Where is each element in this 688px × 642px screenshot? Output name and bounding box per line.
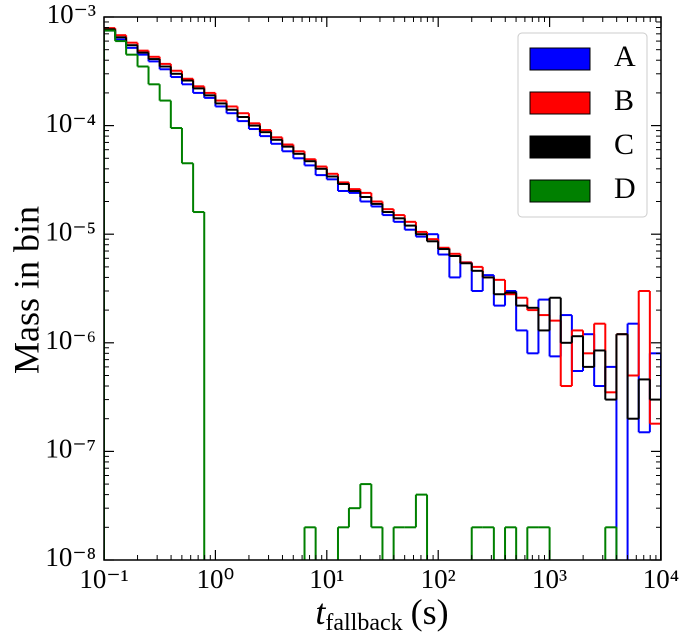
- histogram-riser: [104, 29, 661, 560]
- x-tick-label: 10¹: [309, 564, 344, 594]
- legend-box: [517, 32, 648, 218]
- y-tick-label: 10⁻⁵: [45, 216, 96, 246]
- legend-swatch: [529, 91, 591, 115]
- legend-swatch: [529, 135, 591, 159]
- y-axis-label: Mass in bin: [6, 206, 46, 374]
- legend-label: B: [614, 84, 634, 117]
- legend-label: D: [614, 172, 636, 205]
- axes-frame: [103, 16, 662, 561]
- legend-swatch: [529, 179, 591, 203]
- y-tick-label: 10⁻⁴: [45, 108, 96, 138]
- y-tick-label: 10⁻³: [47, 0, 96, 29]
- y-tick-label: 10⁻⁶: [45, 325, 96, 355]
- legend-label: C: [614, 128, 634, 161]
- x-axis-label: tfallback (s): [315, 592, 448, 635]
- x-tick-label: 10⁻¹: [79, 564, 128, 594]
- x-tick-label: 10²: [421, 564, 456, 594]
- plot-area: [104, 27, 661, 560]
- x-label-unit: (s): [411, 592, 449, 632]
- y-tick-label: 10⁻⁷: [45, 434, 96, 464]
- x-tick-label: 10³: [532, 564, 567, 594]
- x-tick-label: 10⁴: [643, 564, 679, 594]
- x-label-subscript: fallback: [325, 610, 402, 636]
- x-tick-label: 10⁰: [196, 564, 234, 594]
- legend-swatch: [529, 47, 591, 71]
- legend-label: A: [614, 40, 636, 73]
- x-label-symbol: t: [315, 592, 326, 632]
- y-tick-label: 10⁻⁸: [45, 542, 96, 572]
